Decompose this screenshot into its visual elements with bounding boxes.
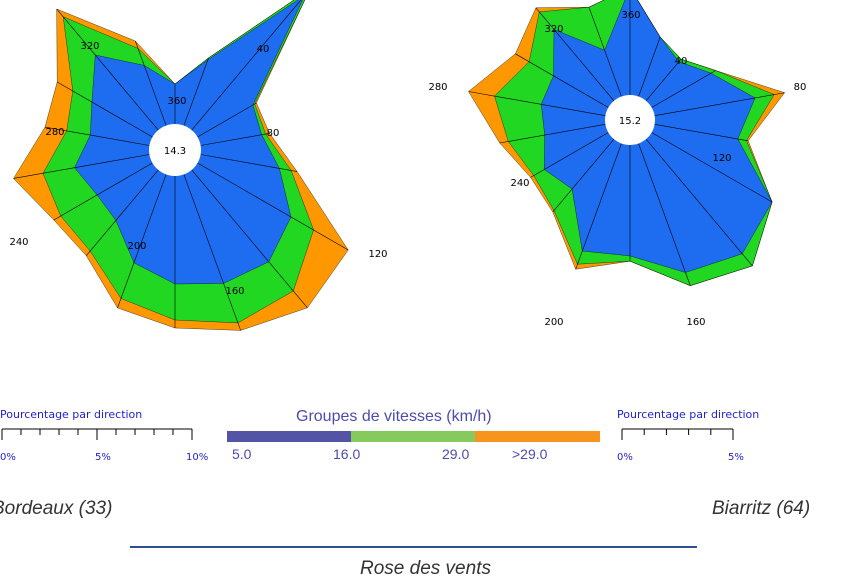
- rose-1-spoke: [530, 132, 609, 178]
- wind-rose-bordeaux: 14.3 360 40 80 120 160 200 240 280 320: [9, 0, 388, 331]
- rose-1-spoke: [645, 58, 682, 102]
- rose-1-spoke: [468, 91, 606, 116]
- rose-1-direction-label-320: 320: [544, 24, 563, 35]
- rose-1-spoke: [651, 132, 773, 203]
- rose-0-direction-label-240: 240: [9, 237, 28, 248]
- legend-label-1: 5.0: [232, 446, 252, 462]
- rose-1-spoke: [552, 138, 615, 213]
- rose-0-direction-label-120: 120: [368, 249, 387, 260]
- rose-0-direction-label-80: 80: [267, 128, 280, 139]
- scale-tick-5: 5%: [95, 452, 111, 463]
- scale-tick-0-right: 0%: [617, 452, 633, 463]
- scale-title-biarritz: Pourcentage par direction: [617, 408, 760, 421]
- rose-1-direction-label-200: 200: [544, 317, 563, 328]
- rose-0-spoke: [197, 102, 257, 138]
- rose-1-center-value: 15.2: [619, 116, 641, 127]
- rose-0-ring-outline: [74, 0, 303, 285]
- rose-1-spoke: [515, 53, 609, 108]
- rose-0-spoke: [86, 169, 159, 256]
- rose-0-center-value: 14.3: [164, 146, 186, 157]
- wind-rose-biarritz: 15.2 360 40 80 120 160 200 240 280 320: [428, 0, 807, 328]
- rose-0-direction-label-40: 40: [257, 44, 270, 55]
- rose-0-spoke: [13, 154, 150, 179]
- rose-0-ring-outline: [42, 0, 314, 324]
- scale-ruler-bordeaux: [1, 428, 193, 440]
- rose-1-spoke: [654, 124, 749, 142]
- rose-1-direction-label-280: 280: [428, 82, 447, 93]
- rose-1-spoke: [638, 36, 661, 97]
- rose-1-direction-label-40: 40: [675, 56, 688, 67]
- footer-title: Rose des vents: [360, 558, 491, 579]
- scale-title-bordeaux: Pourcentage par direction: [0, 408, 143, 421]
- rose-0-spoke: [191, 0, 302, 131]
- rose-0-spoke: [44, 126, 150, 146]
- rose-0-spoke: [191, 169, 308, 308]
- rose-0-spoke: [56, 8, 159, 131]
- rose-0-spoke: [183, 57, 209, 126]
- rose-0-direction-label-160: 160: [225, 286, 244, 297]
- legend-swatch-3: [475, 431, 600, 442]
- legend-title: Groupes de vitesses (km/h): [296, 408, 492, 425]
- legend-swatch-2: [351, 431, 475, 442]
- rose-1-spoke: [651, 70, 716, 108]
- scale-ruler-biarritz: [621, 428, 734, 440]
- rose-0-direction-label-200: 200: [127, 241, 146, 252]
- legend-label-3: 29.0: [442, 446, 470, 462]
- rose-0-center-circle: [149, 124, 201, 176]
- rose-1-spoke: [645, 138, 753, 267]
- rose-0-spoke: [135, 40, 167, 126]
- rose-1-direction-label-80: 80: [794, 82, 807, 93]
- rose-1-direction-label-240: 240: [510, 178, 529, 189]
- rose-1-spoke: [575, 143, 622, 270]
- rose-1-center-circle: [605, 95, 655, 145]
- scale-tick-10: 10%: [186, 452, 209, 463]
- legend-swatch-1: [227, 431, 351, 442]
- station-label-biarritz: Biarritz (64): [712, 498, 811, 519]
- rose-1-spoke: [654, 92, 785, 116]
- rose-0-ring-outline: [13, 0, 349, 331]
- rose-1-direction-label-120: 120: [712, 153, 731, 164]
- rose-0-spoke: [183, 174, 241, 331]
- rose-1-spoke: [535, 7, 615, 102]
- rose-0-direction-label-320: 320: [80, 41, 99, 52]
- scale-tick-5-right: 5%: [728, 452, 744, 463]
- legend-label-4: >29.0: [512, 446, 548, 462]
- rose-0-direction-label-360: 360: [167, 96, 186, 107]
- rose-0-spoke: [117, 174, 167, 308]
- rose-0-direction-label-280: 280: [45, 127, 64, 138]
- rose-0-spoke: [197, 162, 349, 251]
- rose-1-spoke: [638, 143, 691, 286]
- rose-1-direction-label-360: 360: [621, 10, 640, 21]
- rose-0-spoke: [200, 133, 270, 146]
- rose-0-spoke: [53, 162, 153, 221]
- rose-0-spoke: [200, 154, 298, 172]
- rose-1-ring-outline: [468, 0, 786, 286]
- rose-1-ring-outline: [540, 0, 773, 273]
- rose-1-series-5-0: [541, 0, 773, 273]
- legend-label-2: 16.0: [333, 446, 361, 462]
- rose-1-spoke: [499, 124, 606, 144]
- rose-1-spoke: [588, 7, 622, 97]
- scale-tick-0: 0%: [0, 452, 16, 463]
- rose-0-spoke: [57, 81, 153, 138]
- rose-1-direction-label-160: 160: [686, 317, 705, 328]
- footer-divider: [130, 546, 697, 548]
- station-label-bordeaux: Bordeaux (33): [0, 498, 113, 519]
